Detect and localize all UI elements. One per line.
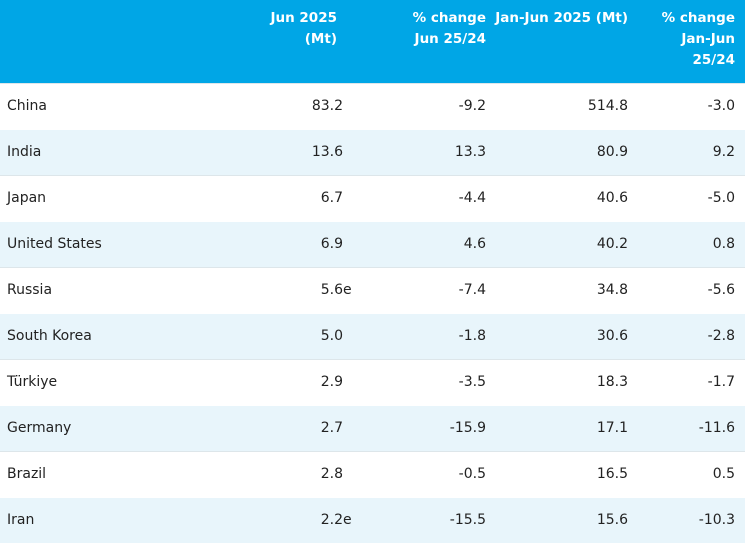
- cell-country: Germany: [7, 420, 72, 436]
- header-country: [0, 0, 160, 83]
- cell-jun-2025: 5.0: [320, 328, 343, 344]
- cell-country: Japan: [0, 174, 160, 221]
- cell-pct-change-jan-jun: -1.7: [638, 358, 745, 405]
- cell-pct-change-jun: -9.2: [393, 82, 492, 129]
- table-row: United States 6.9 4.6 40.2 0.8: [0, 221, 745, 267]
- cell-country: Russia: [0, 266, 160, 313]
- header-jun-2025: Jun 2025 (Mt): [160, 0, 343, 83]
- cell-pct-change-jan-jun: 0.5: [638, 450, 745, 497]
- cell-pct-change-jun: -15.9: [449, 420, 486, 436]
- cell-jan-jun-2025: 18.3: [492, 358, 638, 405]
- cell-jun-2025: 2.9: [160, 358, 343, 405]
- cell-pct-change-jan-jun: -2.8: [707, 328, 735, 344]
- table-row: China 83.2 -9.2 514.8 -3.0: [0, 82, 745, 129]
- cell-jan-jun-2025: 34.8: [492, 266, 638, 313]
- table-row: India 13.6 13.3 80.9 9.2: [0, 129, 745, 175]
- cell-estimate-flag: [343, 405, 393, 451]
- cell-country: Türkiye: [0, 358, 160, 405]
- table-row: Türkiye 2.9 -3.5 18.3 -1.7: [0, 358, 745, 405]
- header-jan-jun-2025-line1: Jan-Jun 2025 (Mt): [495, 10, 628, 26]
- cell-jun-2025: 2.2: [320, 512, 343, 529]
- cell-pct-change-jun: -15.5: [449, 512, 486, 529]
- cell-jan-jun-2025: 80.9: [596, 144, 628, 160]
- cell-estimate-flag: [343, 221, 393, 267]
- cell-pct-change-jun: -1.8: [458, 328, 486, 344]
- cell-estimate-flag: e: [343, 266, 393, 313]
- cell-jun-2025: 5.6: [160, 266, 343, 313]
- header-pct-change-jan-jun-line2: Jan-Jun: [681, 31, 735, 47]
- cell-estimate-flag: [343, 174, 393, 221]
- header-pct-change-jun-line1: % change: [412, 10, 486, 26]
- cell-jan-jun-2025: 16.5: [492, 450, 638, 497]
- header-jan-jun-2025: Jan-Jun 2025 (Mt): [492, 0, 638, 83]
- cell-jan-jun-2025: 17.1: [596, 420, 628, 436]
- cell-country: China: [0, 82, 160, 129]
- cell-jan-jun-2025: 15.6: [596, 512, 628, 529]
- header-pct-change-jan-jun-line1: % change: [661, 10, 735, 26]
- table-header-row: Jun 2025 (Mt) % change Jun 25/24 Jan-Jun…: [0, 0, 745, 83]
- cell-jun-2025: 2.8: [160, 450, 343, 497]
- cell-pct-change-jun: -7.4: [393, 266, 492, 313]
- cell-country: United States: [7, 236, 102, 252]
- header-pct-change-jan-jun: % change Jan-Jun 25/24: [638, 0, 745, 83]
- cell-jan-jun-2025: 514.8: [492, 82, 638, 129]
- table-row: Japan 6.7 -4.4 40.6 -5.0: [0, 174, 745, 221]
- cell-pct-change-jun: -3.5: [393, 358, 492, 405]
- cell-jan-jun-2025: 40.6: [492, 174, 638, 221]
- cell-estimate-flag: e: [343, 512, 352, 529]
- cell-pct-change-jun: -4.4: [393, 174, 492, 221]
- cell-pct-change-jun: 13.3: [454, 144, 486, 160]
- cell-country: Iran: [7, 512, 35, 529]
- cell-jun-2025: 83.2: [160, 82, 343, 129]
- header-flag: [343, 0, 393, 83]
- cell-pct-change-jan-jun: -5.6: [638, 266, 745, 313]
- cell-pct-change-jan-jun: -10.3: [698, 512, 735, 529]
- cell-pct-change-jan-jun: -5.0: [638, 174, 745, 221]
- header-jun-2025-line1: Jun 2025: [270, 10, 337, 26]
- cell-jun-2025: 2.7: [320, 420, 343, 436]
- header-pct-change-jun: % change Jun 25/24: [393, 0, 492, 83]
- cell-pct-change-jan-jun: -11.6: [698, 420, 735, 436]
- cell-country: India: [7, 144, 42, 160]
- cell-jun-2025: 13.6: [311, 144, 343, 160]
- cell-estimate-flag: [343, 450, 393, 497]
- cell-estimate-flag: [343, 129, 393, 175]
- table-row: Iran 2.2 e -15.5 15.6 -10.3: [0, 497, 745, 543]
- cell-pct-change-jun: -0.5: [393, 450, 492, 497]
- header-pct-change-jan-jun-line3: 25/24: [692, 52, 735, 68]
- cell-estimate-flag: [343, 358, 393, 405]
- cell-jun-2025: 6.7: [160, 174, 343, 221]
- table-row: South Korea 5.0 -1.8 30.6 -2.8: [0, 313, 745, 359]
- cell-estimate-flag: [343, 313, 393, 359]
- cell-jan-jun-2025: 40.2: [596, 236, 628, 252]
- cell-country: South Korea: [7, 328, 92, 344]
- table-row: Germany 2.7 -15.9 17.1 -11.6: [0, 405, 745, 451]
- cell-pct-change-jan-jun: 9.2: [712, 144, 735, 160]
- cell-jan-jun-2025: 30.6: [596, 328, 628, 344]
- cell-pct-change-jan-jun: -3.0: [638, 82, 745, 129]
- cell-estimate-flag: [343, 82, 393, 129]
- table-row: Russia 5.6 e -7.4 34.8 -5.6: [0, 266, 745, 313]
- table-row: Brazil 2.8 -0.5 16.5 0.5: [0, 450, 745, 497]
- header-jun-2025-line2: (Mt): [304, 31, 337, 47]
- header-pct-change-jun-line2: Jun 25/24: [414, 31, 486, 47]
- cell-pct-change-jan-jun: 0.8: [712, 236, 735, 252]
- cell-jun-2025: 6.9: [320, 236, 343, 252]
- cell-country: Brazil: [0, 450, 160, 497]
- cell-pct-change-jun: 4.6: [463, 236, 486, 252]
